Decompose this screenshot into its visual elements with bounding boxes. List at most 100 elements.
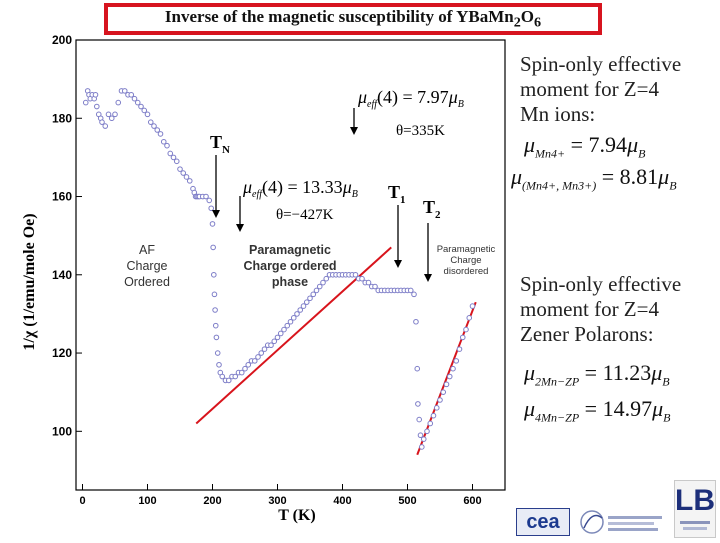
data-point bbox=[433, 405, 440, 411]
chart-title: Inverse of the magnetic susceptibility o… bbox=[164, 6, 542, 31]
plot-frame bbox=[75, 39, 506, 491]
data-point bbox=[131, 95, 138, 102]
formula-zp4: μ4Mn−ZP = 14.97μB bbox=[524, 396, 675, 426]
axes bbox=[75, 39, 506, 491]
data-point bbox=[446, 373, 453, 380]
data-point bbox=[320, 279, 326, 286]
data-point bbox=[238, 369, 245, 376]
data-point bbox=[416, 416, 423, 423]
data-point bbox=[297, 307, 304, 313]
data-point bbox=[277, 330, 284, 337]
t2-label: T2 bbox=[423, 197, 441, 221]
data-point bbox=[157, 131, 164, 137]
x-tick-label-0: 0 bbox=[79, 495, 85, 507]
formula-zp2: μ2Mn−ZP = 11.23μB bbox=[524, 360, 674, 390]
data-point bbox=[203, 193, 209, 200]
region-label-paramagnetic-charge-disordered: Paramagnetic Charge disordered bbox=[436, 244, 496, 277]
data-point bbox=[112, 111, 118, 118]
x-tick-label-100: 100 bbox=[138, 495, 156, 507]
data-point bbox=[300, 303, 307, 309]
data-point bbox=[307, 295, 313, 302]
data-point bbox=[216, 361, 222, 368]
title-box: Inverse of the magnetic susceptibility o… bbox=[104, 3, 602, 35]
data-point bbox=[274, 334, 281, 341]
lb-logo: LB bbox=[674, 480, 716, 538]
data-point bbox=[211, 271, 217, 278]
data-point bbox=[209, 221, 216, 227]
data-point bbox=[141, 107, 148, 114]
data-point bbox=[255, 354, 261, 360]
data-points bbox=[82, 88, 476, 450]
ticks: 0 100 200 300 400 500 600 100 120 140 160 180 200 bbox=[52, 33, 482, 507]
data-point bbox=[99, 119, 105, 125]
data-point bbox=[469, 303, 476, 309]
data-point bbox=[466, 315, 473, 321]
data-point bbox=[430, 412, 437, 419]
data-point bbox=[365, 279, 372, 286]
formula-mn4: μMn4+ = 7.94μB bbox=[524, 132, 646, 162]
data-point bbox=[147, 119, 154, 125]
data-point bbox=[128, 91, 135, 98]
mu-eff-low-formula: μeff(4) = 13.33μB bbox=[242, 177, 358, 200]
data-point bbox=[419, 444, 425, 450]
data-point bbox=[134, 99, 141, 106]
t1-arrow-head bbox=[394, 260, 402, 268]
data-point bbox=[151, 123, 157, 129]
data-point bbox=[108, 115, 115, 122]
formula-mn4-mn3: μ(Mn4+, Mn3+) = 8.81μB bbox=[511, 164, 685, 196]
t1-label: T1 bbox=[388, 182, 406, 206]
x-tick-label-600: 600 bbox=[463, 495, 481, 507]
spin-only-zp-heading: Spin-only effective moment for Z=4 Zener… bbox=[520, 272, 682, 346]
data-point bbox=[82, 99, 89, 106]
y-axis-label: 1/χ (1/emu/mole Oe) bbox=[21, 213, 38, 350]
data-point bbox=[437, 397, 443, 403]
y-tick-label-140: 140 bbox=[52, 268, 72, 282]
data-point bbox=[427, 420, 434, 427]
data-point bbox=[316, 283, 323, 290]
x-tick-label-300: 300 bbox=[268, 495, 286, 507]
theta-positive-label: θ=335K bbox=[396, 123, 445, 139]
x-tick-label-500: 500 bbox=[398, 495, 416, 507]
data-point bbox=[186, 178, 193, 184]
data-point bbox=[94, 103, 100, 110]
data-point bbox=[154, 127, 161, 133]
data-point bbox=[268, 342, 274, 349]
data-point bbox=[242, 365, 248, 372]
data-point bbox=[210, 244, 216, 251]
data-point bbox=[424, 428, 430, 435]
data-point bbox=[417, 432, 424, 439]
x-tick-label-400: 400 bbox=[333, 495, 351, 507]
x-tick-label-200: 200 bbox=[203, 495, 221, 507]
data-point bbox=[463, 326, 469, 333]
tn-label: TN bbox=[210, 132, 230, 156]
data-point bbox=[290, 315, 297, 321]
data-point bbox=[211, 291, 218, 298]
data-point bbox=[102, 123, 109, 129]
region-label-af: AF Charge Ordered bbox=[124, 243, 170, 289]
data-point bbox=[284, 322, 291, 329]
y-tick-label-160: 160 bbox=[52, 190, 72, 204]
y-tick-label-120: 120 bbox=[52, 346, 72, 360]
cea-logo: cea bbox=[516, 508, 570, 536]
data-point bbox=[173, 158, 180, 165]
data-point bbox=[121, 88, 128, 94]
data-point bbox=[443, 381, 450, 388]
mu-high-arrow-head bbox=[350, 127, 358, 135]
data-point bbox=[160, 138, 167, 145]
data-point bbox=[415, 401, 421, 407]
data-point bbox=[92, 91, 99, 98]
x-axis-label: T (K) bbox=[278, 507, 315, 524]
data-point bbox=[352, 271, 359, 278]
data-point bbox=[245, 361, 252, 368]
data-point bbox=[453, 358, 460, 364]
institute-logo-icon bbox=[578, 506, 668, 538]
data-point bbox=[294, 311, 300, 317]
data-point bbox=[251, 358, 258, 364]
y-tick-label-100: 100 bbox=[52, 424, 72, 438]
data-point bbox=[281, 326, 287, 333]
data-point bbox=[450, 365, 456, 372]
data-point bbox=[180, 170, 187, 176]
data-point bbox=[206, 197, 213, 204]
mu-eff-high-formula: μeff(4) = 7.97μB bbox=[357, 87, 464, 110]
data-point bbox=[459, 334, 466, 341]
